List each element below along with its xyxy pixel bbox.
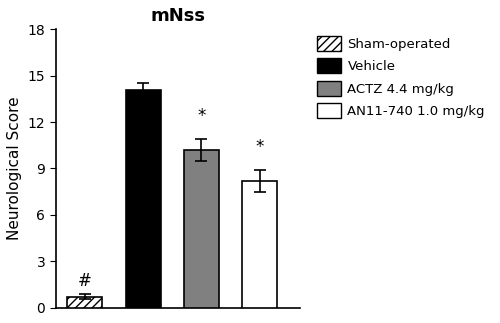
- Text: *: *: [256, 138, 264, 156]
- Bar: [184, 150, 219, 307]
- Bar: [242, 181, 277, 307]
- Y-axis label: Neurological Score: Neurological Score: [7, 97, 22, 240]
- Title: mNss: mNss: [150, 7, 206, 25]
- Text: *: *: [197, 107, 205, 125]
- Bar: [68, 297, 102, 307]
- Text: #: #: [78, 272, 92, 290]
- Bar: [126, 89, 160, 307]
- Legend: Sham-operated, Vehicle, ACTZ 4.4 mg/kg, AN11-740 1.0 mg/kg: Sham-operated, Vehicle, ACTZ 4.4 mg/kg, …: [312, 30, 490, 124]
